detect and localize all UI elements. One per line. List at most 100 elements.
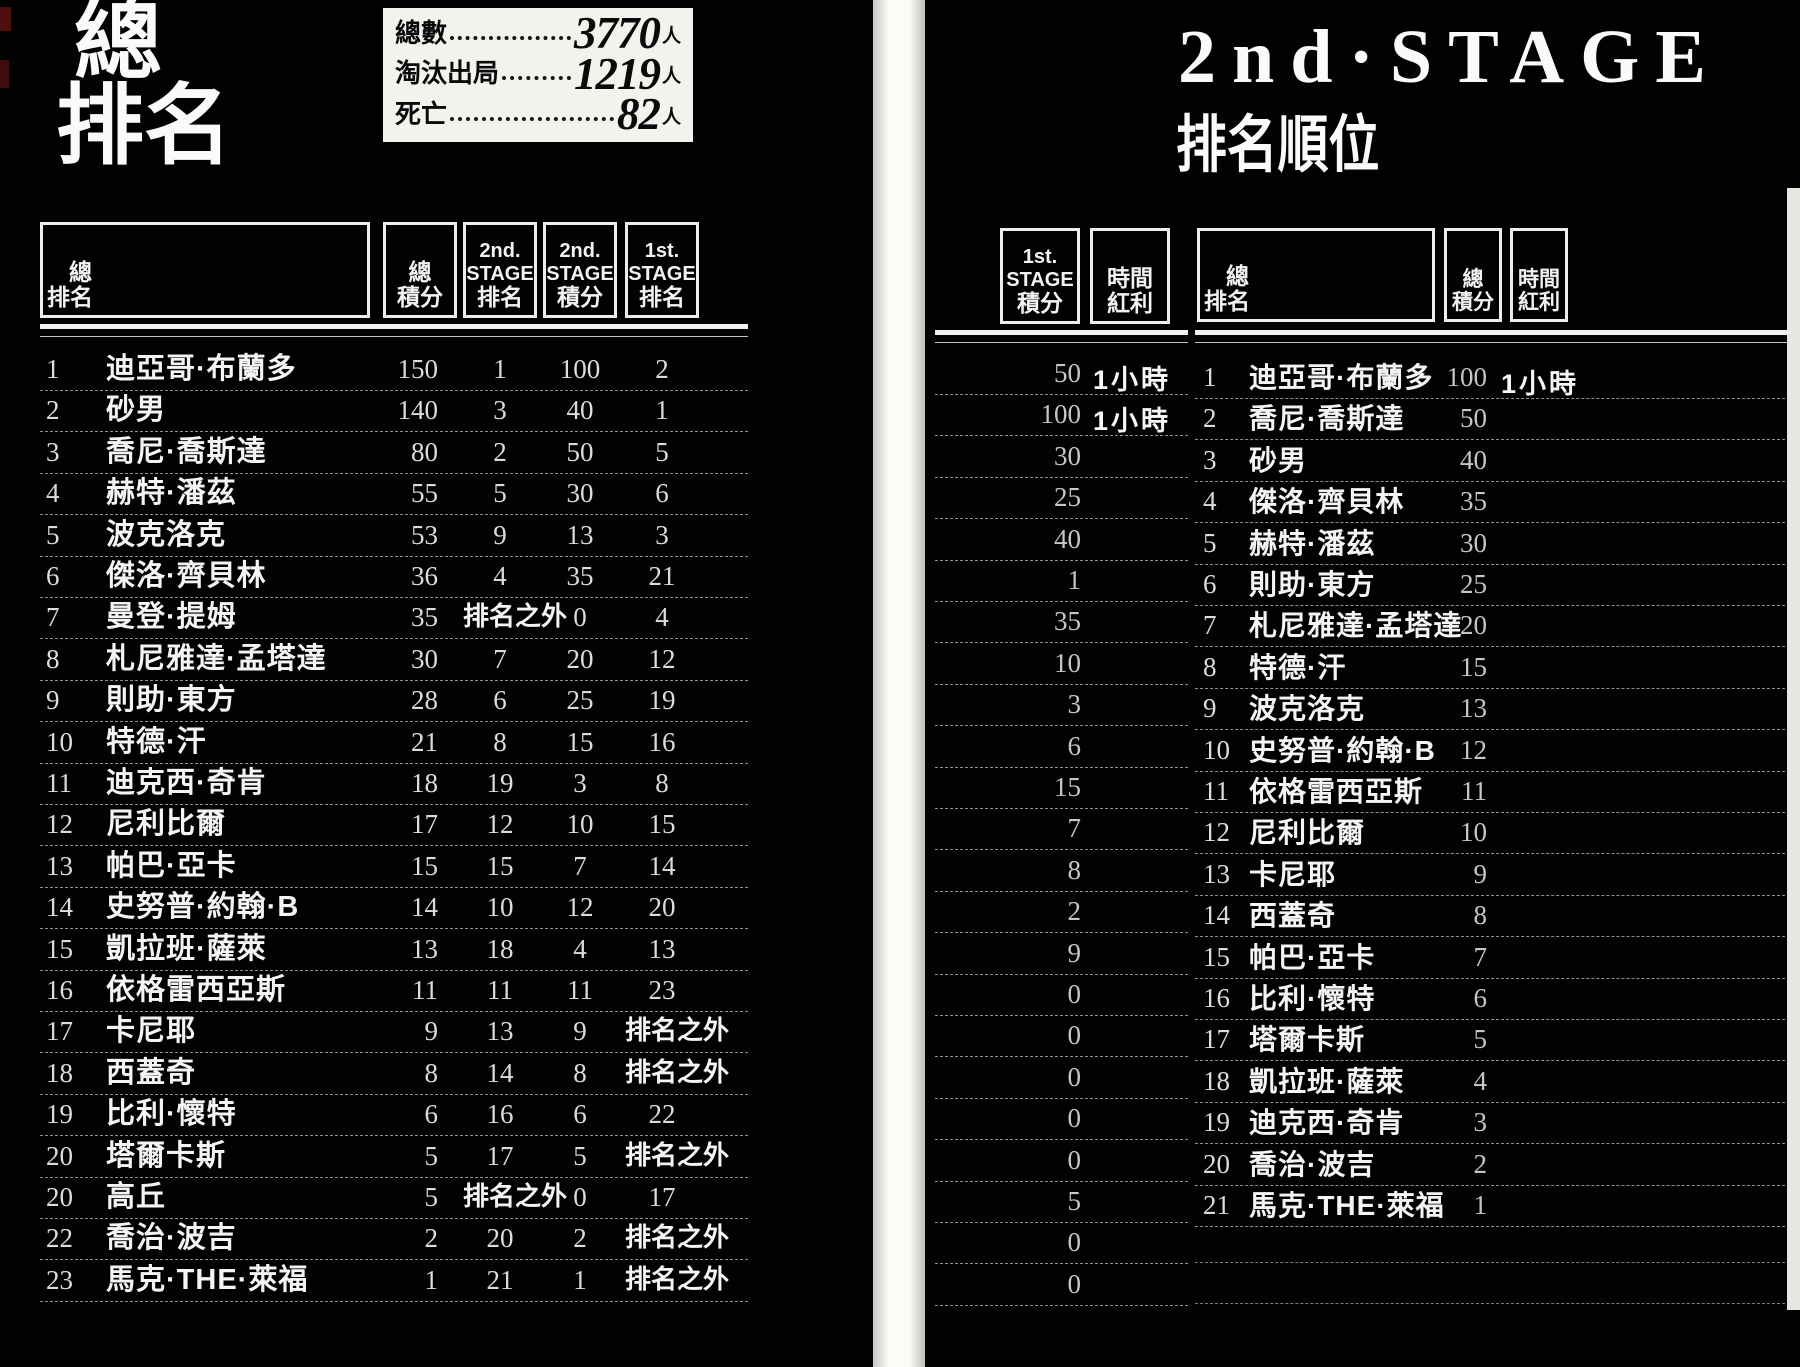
stage2-ranking-row: 6 則助·東方 25: [1195, 565, 1790, 606]
stage2-points-cell: 12: [566, 892, 594, 923]
stage2-rank-cell: 6: [493, 685, 507, 716]
stage1-points-row: 0: [935, 1141, 1188, 1182]
overall-ranking-row: 20 高丘 5 排名之外 0 17: [40, 1178, 748, 1219]
stage2-points-cell: 9: [573, 1016, 587, 1047]
total-points-cell: 2: [424, 1223, 439, 1254]
rank-cell: 10: [46, 726, 73, 757]
stage2-rank-cell: 15: [486, 850, 514, 881]
rank-cell: 17: [46, 1016, 73, 1047]
stage1-points-cell: 6: [1067, 730, 1082, 761]
racer-name: 曼登·提姆: [106, 601, 237, 634]
racer-name: 迪克西·奇肯: [1249, 1107, 1405, 1139]
stage2-ranking-row: 21 馬克·THE·萊福 1: [1195, 1186, 1790, 1227]
racer-name: 傑洛·齊貝林: [1249, 486, 1405, 518]
stage1-points-cell: 15: [1054, 772, 1081, 802]
stage2-points-cell: 8: [573, 1057, 587, 1088]
header-rule-thin: [1195, 342, 1790, 343]
racer-name: 波克洛克: [1249, 693, 1366, 725]
stage2-rank-cell: 18: [486, 933, 514, 964]
stage1-rank-cell: 23: [648, 975, 676, 1005]
stage2-ranking-row: 8 特德·汗 15: [1195, 648, 1790, 689]
stage2-points-cell: 0: [573, 1182, 587, 1212]
stage2-points-cell: 40: [566, 395, 594, 426]
header-time-bonus-right: 時間 紅利: [1510, 228, 1568, 322]
racer-name: 則助·東方: [1249, 569, 1376, 600]
stage1-points-cell: 40: [1054, 523, 1081, 554]
overall-ranking-row: 8 札尼雅達·孟塔達 30 7 20 12: [40, 640, 748, 681]
header-line: 時間: [1518, 267, 1560, 291]
total-points-cell: 13: [411, 933, 438, 964]
dotted-leader: [502, 76, 571, 81]
racer-name: 凱拉班·薩萊: [106, 932, 267, 965]
stage2-rank-cell: 16: [486, 1099, 514, 1130]
rank-cell: 14: [46, 892, 73, 923]
stage2-ranking-row: 4 傑洛·齊貝林 35: [1195, 482, 1790, 524]
time-bonus-cell: 1小時: [1093, 365, 1172, 395]
stage2-points-cell: 6: [573, 1099, 587, 1130]
racer-name: 依格雷西亞斯: [1249, 776, 1424, 807]
header-line: 排名: [1204, 288, 1250, 315]
header-line: 時間: [1107, 264, 1153, 291]
header-line: 總: [1462, 267, 1484, 291]
stage1-points-cell: 2: [1067, 896, 1082, 927]
stage2-ranking-row: 20 喬治·波吉 2: [1195, 1145, 1790, 1186]
header-line: 排名: [477, 284, 523, 311]
overall-ranking-row: 17 卡尼耶 9 13 9 排名之外: [40, 1012, 748, 1054]
page-edge-mark: [0, 7, 11, 31]
stage1-points-cell: 8: [1067, 854, 1082, 885]
stage2-rank-cell: 10: [486, 892, 514, 923]
racer-name: 砂男: [106, 394, 167, 427]
racer-name: 則助·東方: [106, 684, 237, 717]
points-cell: 13: [1460, 693, 1487, 724]
stage2-points-cell: 13: [566, 519, 594, 550]
stage2-rank-cell: 11: [487, 975, 513, 1005]
total-points-cell: 80: [411, 436, 438, 467]
racer-name: 西蓋奇: [106, 1056, 197, 1089]
stat-row-dead: 死亡 82 人: [395, 92, 681, 137]
total-points-cell: 5: [424, 1182, 439, 1212]
stage1-points-row: 3: [935, 685, 1188, 727]
racer-name: 迪亞哥·布蘭多: [1249, 362, 1434, 393]
rank-cell: 18: [1203, 1065, 1230, 1096]
points-cell: 11: [1461, 776, 1487, 806]
total-points-cell: 53: [411, 519, 438, 550]
stage1-rank-cell: 19: [648, 685, 676, 716]
overall-ranking-row: 2 砂男 140 3 40 1: [40, 391, 748, 433]
total-points-cell: 15: [411, 850, 438, 881]
stage1-rank-cell: 3: [655, 519, 669, 550]
racer-name: 傑洛·齊貝林: [106, 560, 267, 592]
stage1-points-row: 0: [935, 975, 1188, 1016]
stage1-points-row: 9: [935, 934, 1188, 975]
racer-name: 塔爾卡斯: [1249, 1024, 1366, 1056]
overall-ranking-row: 12 尼利比爾 17 12 10 15: [40, 805, 748, 847]
racer-name: 札尼雅達·孟塔達: [1249, 610, 1463, 642]
stage2-ranking-row: 17 塔爾卡斯 5: [1195, 1020, 1790, 1062]
stage1-rank-cell: 6: [655, 478, 669, 509]
rank-cell: 9: [1203, 693, 1217, 724]
points-cell: 40: [1460, 444, 1487, 475]
header-line: 紅利: [1518, 291, 1560, 315]
stage1-points-cell: 7: [1067, 813, 1082, 844]
header-line: 總: [69, 258, 92, 285]
stage1-points-row: 35: [935, 602, 1188, 644]
total-points-cell: 17: [411, 809, 438, 840]
stage1-points-cell: 30: [1054, 440, 1081, 471]
racer-name: 高丘: [106, 1181, 167, 1213]
points-cell: 10: [1460, 817, 1487, 848]
stage1-rank-cell: 5: [655, 436, 669, 467]
racer-name: 帕巴·亞卡: [106, 849, 237, 882]
racer-name: 西蓋奇: [1249, 900, 1337, 932]
racer-name: 喬治·波吉: [1249, 1148, 1376, 1180]
overall-ranking-row: 4 赫特·潘茲 55 5 30 6: [40, 474, 748, 516]
header-line: 排名: [639, 284, 685, 311]
dotted-leader: [450, 35, 571, 40]
overall-ranking-row: 1 迪亞哥·布蘭多 150 1 100 2: [40, 350, 748, 391]
overall-ranking-row: 9 則助·東方 28 6 25 19: [40, 681, 748, 723]
total-points-cell: 28: [411, 685, 438, 716]
total-points-cell: 150: [397, 354, 439, 384]
rank-cell: 1: [1203, 362, 1217, 392]
stage1-points-row: 1: [935, 561, 1188, 602]
stage1-rank-cell: 12: [648, 643, 676, 674]
stage2-ranking-row: 1 迪亞哥·布蘭多 100 1小時: [1195, 358, 1790, 399]
